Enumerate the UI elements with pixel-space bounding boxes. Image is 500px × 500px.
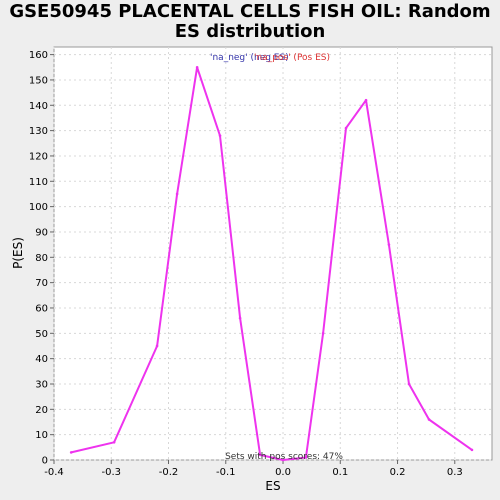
x-tick-label: 0.3 <box>447 467 463 478</box>
data-point <box>387 243 391 246</box>
data-point <box>470 448 474 452</box>
chart-title-line-1: GSE50945 PLACENTAL CELLS FISH OIL: Rando… <box>9 1 491 22</box>
y-tick-label: 10 <box>35 430 48 441</box>
y-tick-label: 0 <box>42 456 48 467</box>
data-point <box>69 451 73 454</box>
y-tick-label: 140 <box>29 101 48 112</box>
y-tick-label: 20 <box>35 405 48 416</box>
x-tick-label: -0.4 <box>44 467 64 478</box>
x-axis-label: ES <box>265 479 280 493</box>
legend-entry: 'na_neg' (neg ES) <box>210 53 289 63</box>
y-tick-label: 30 <box>35 379 48 390</box>
y-tick-label: 150 <box>29 75 48 86</box>
y-tick-label: 50 <box>35 329 48 340</box>
y-axis: 0 10 20 30 40 50 60 70 80 90 100 110 120 130 140 150 160 <box>29 50 54 467</box>
data-point <box>407 382 411 386</box>
y-tick-label: 160 <box>29 50 48 61</box>
data-point <box>364 98 368 102</box>
y-axis-label: P(ES) <box>11 237 25 269</box>
data-point <box>218 134 222 137</box>
y-tick-label: 80 <box>35 253 48 264</box>
y-tick-label: 70 <box>35 278 48 289</box>
pos-scores-annotation: Sets with pos scores: 47% <box>225 452 343 462</box>
x-tick-label: 0.2 <box>390 467 406 478</box>
chart-title-line-2: ES distribution <box>174 21 326 42</box>
y-tick-label: 120 <box>29 151 48 162</box>
data-point <box>321 332 325 335</box>
x-tick-label: -0.1 <box>216 467 236 478</box>
y-tick-label: 90 <box>35 227 48 238</box>
data-point <box>258 453 262 457</box>
y-tick-label: 60 <box>35 303 48 314</box>
x-axis: -0.4 -0.3 -0.2 -0.1 0.0 0.1 0.2 0.3 <box>44 460 463 478</box>
y-tick-label: 40 <box>35 354 48 365</box>
y-tick-label: 100 <box>29 202 48 213</box>
y-tick-label: 110 <box>29 177 48 188</box>
legend-entry: 'na_pos' (Pos ES) <box>254 53 330 63</box>
x-tick-label: -0.2 <box>159 467 179 478</box>
data-point <box>344 126 348 130</box>
data-point <box>427 418 431 421</box>
data-point <box>281 458 285 462</box>
x-tick-label: 0.0 <box>275 467 291 478</box>
data-point <box>238 316 242 320</box>
y-tick-label: 130 <box>29 126 48 137</box>
data-point <box>195 65 199 69</box>
data-point <box>155 344 159 348</box>
series-layer <box>69 65 474 462</box>
plot-area <box>53 46 493 461</box>
data-point <box>304 456 308 459</box>
data-point <box>112 440 116 444</box>
chart-title: GSE50945 PLACENTAL CELLS FISH OIL: Rando… <box>0 2 500 42</box>
x-tick-label: -0.3 <box>101 467 121 478</box>
data-point <box>175 192 179 196</box>
legend: 'na_neg' (neg ES)'na_pos' (Pos ES) <box>210 53 330 63</box>
x-tick-label: 0.1 <box>332 467 348 478</box>
